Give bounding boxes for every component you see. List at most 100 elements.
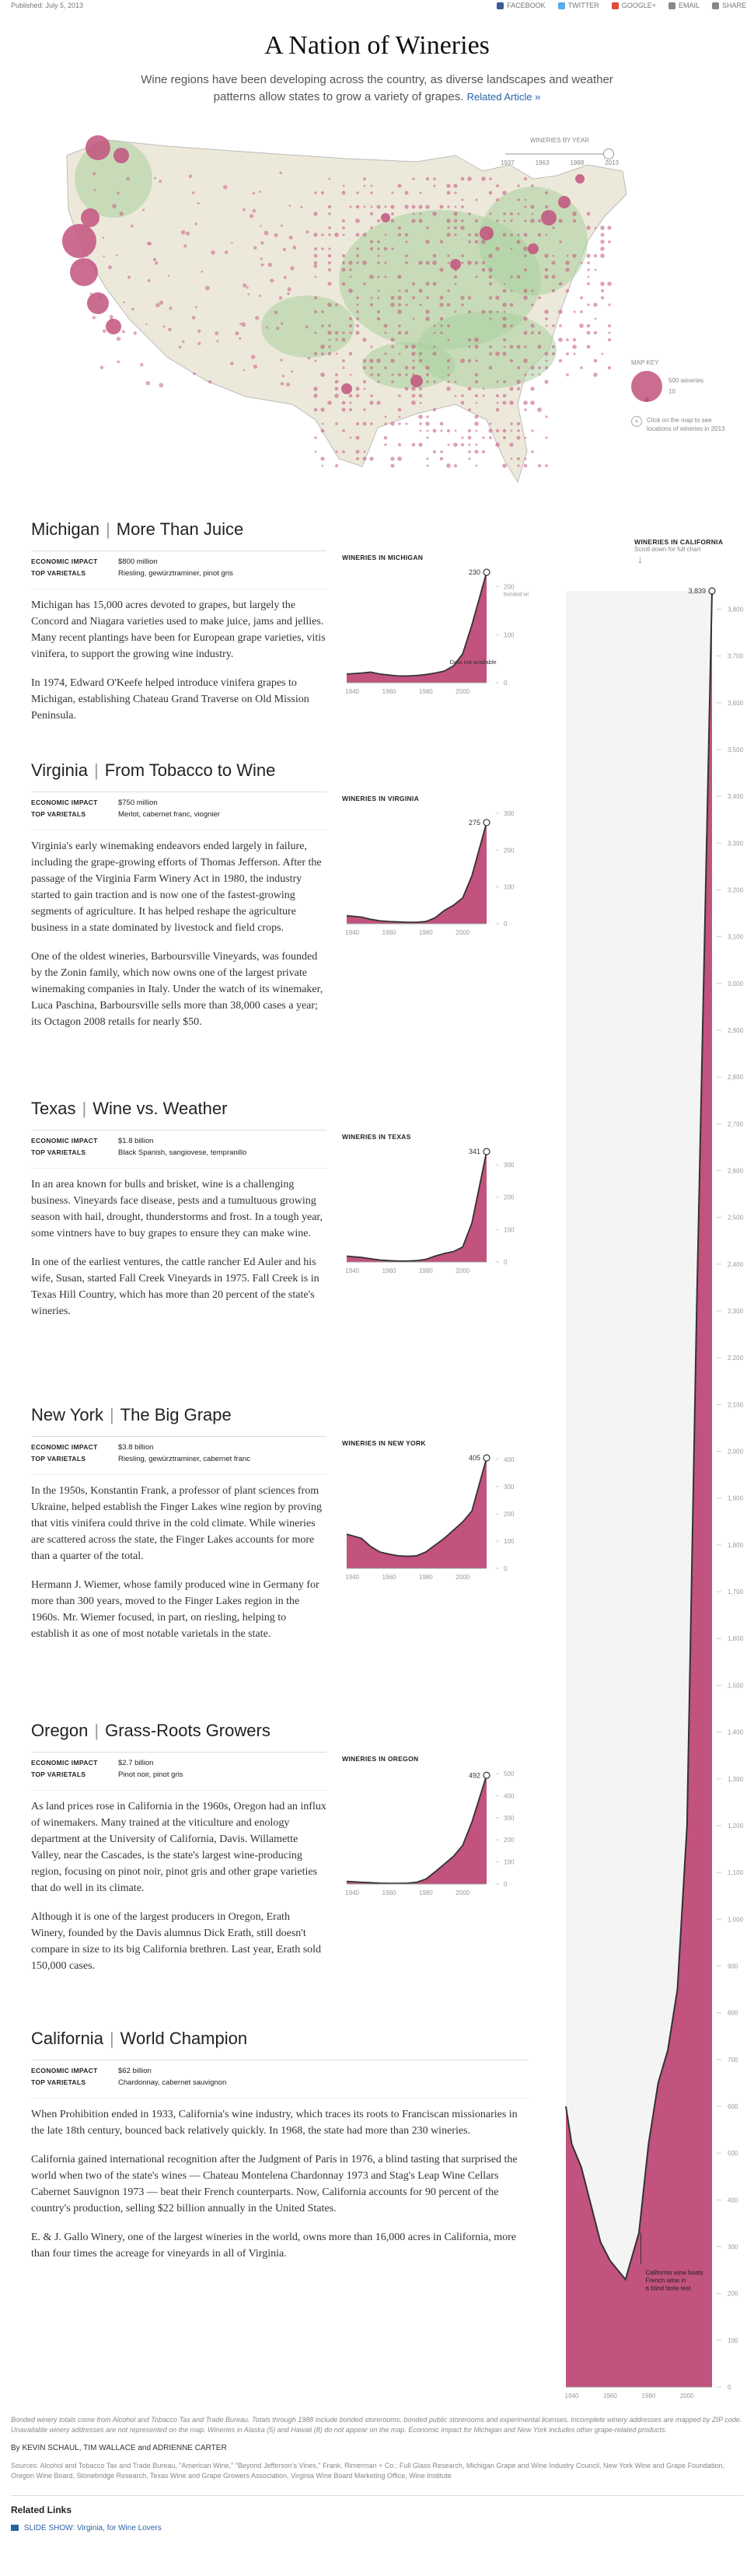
winery-map[interactable]	[51, 124, 642, 505]
large-circle-icon	[631, 371, 662, 402]
winery-dot	[201, 271, 203, 273]
winery-dot	[369, 274, 374, 279]
y-tick-label: 3,300	[728, 840, 744, 847]
winery-dot	[565, 288, 570, 293]
winery-dot	[488, 309, 493, 314]
winery-dot	[447, 261, 450, 264]
section-body: In the 1950s, Konstantin Frank, a profes…	[31, 1474, 326, 1642]
data-note: Data not available	[450, 659, 497, 666]
winery-dot	[439, 456, 444, 461]
winery-dot	[327, 204, 332, 209]
winery-dot	[123, 301, 125, 304]
winery-dot	[398, 415, 401, 418]
winery-cluster	[113, 148, 129, 163]
click-note: Click on the map to see locations of win…	[647, 417, 725, 432]
winery-dot	[418, 414, 423, 419]
winery-dot	[349, 408, 352, 411]
winery-dot	[454, 394, 457, 397]
winery-dot	[355, 232, 360, 237]
winery-dot	[447, 289, 450, 292]
winery-dot	[341, 281, 346, 286]
y-tick-label: 1,900	[728, 1495, 744, 1502]
winery-dot	[313, 253, 318, 258]
winery-dot	[341, 337, 346, 342]
winery-dot	[580, 310, 583, 313]
y-tick-label: 2,100	[728, 1401, 744, 1408]
winery-dot	[335, 373, 338, 376]
winery-dot	[355, 386, 360, 391]
winery-dot	[390, 421, 395, 426]
winery-dot	[259, 294, 262, 297]
winery-dot	[544, 274, 549, 279]
year-slider[interactable]	[505, 149, 630, 159]
winery-dot	[545, 415, 548, 418]
endpoint-marker	[708, 587, 716, 595]
winery-dot	[453, 225, 458, 230]
winery-dot	[524, 205, 527, 208]
winery-dot	[314, 310, 317, 313]
publish-date: Published: July 5, 2013	[11, 2, 84, 9]
winery-dot	[253, 246, 257, 250]
divider: |	[94, 1721, 99, 1740]
winery-dot	[216, 340, 219, 343]
winery-dot	[363, 282, 366, 285]
share-googleplus[interactable]: GOOGLE+	[611, 2, 656, 9]
winery-dot	[586, 211, 591, 216]
y-tick-label: 0	[504, 921, 508, 928]
share-email[interactable]: EMAIL	[668, 2, 700, 9]
winery-dot	[307, 356, 311, 360]
winery-dot	[447, 205, 450, 208]
winery-dot	[425, 421, 430, 426]
chart-title: WINERIES IN TEXAS	[342, 1133, 411, 1141]
winery-dot	[391, 380, 394, 383]
winery-dot	[523, 400, 528, 405]
share-share[interactable]: SHARE	[711, 2, 746, 9]
winery-dot	[377, 240, 380, 243]
winery-dot	[376, 204, 381, 209]
winery-dot	[481, 267, 486, 272]
y-tick-label: 100	[504, 1226, 515, 1233]
winery-dot	[440, 324, 443, 327]
winery-dot	[502, 316, 507, 321]
winery-dot	[355, 218, 360, 223]
us-map[interactable]	[51, 124, 642, 505]
winery-dot	[446, 386, 451, 391]
winery-dot	[551, 344, 556, 349]
winery-dot	[475, 464, 478, 467]
winery-dot	[241, 322, 246, 327]
winery-dot	[397, 225, 402, 230]
year-slider-panel: WINERIES BY YEAR 1937 1963 1988 2013	[501, 137, 630, 166]
share-facebook[interactable]: FACEBOOK	[497, 2, 546, 9]
winery-dot	[327, 253, 332, 258]
endpoint-marker	[483, 568, 490, 576]
dek: Wine regions have been developing across…	[141, 73, 613, 103]
winery-dot	[411, 281, 416, 286]
winery-dot	[516, 421, 521, 426]
share-twitter[interactable]: TWITTER	[557, 2, 599, 9]
paragraph: In an area known for bulls and brisket, …	[31, 1179, 323, 1239]
slider-handle[interactable]	[603, 149, 614, 159]
winery-dot	[342, 366, 345, 369]
related-article-link[interactable]: Related Article »	[466, 91, 541, 103]
winery-dot	[446, 190, 451, 195]
related-link-item[interactable]: SLIDE SHOW: Virginia, for Wine Lovers	[11, 2523, 743, 2533]
winery-dot	[523, 288, 528, 293]
winery-dot	[600, 232, 605, 237]
winery-dot	[537, 232, 542, 237]
series-line	[346, 822, 487, 924]
winery-dot	[468, 345, 471, 348]
winery-dot	[411, 393, 416, 398]
winery-dot	[376, 372, 381, 377]
winery-dot	[468, 212, 471, 215]
winery-dot	[608, 331, 611, 334]
section-california: California | World Champion ECONOMIC IMPAC…	[31, 2029, 529, 2274]
winery-dot	[390, 218, 395, 223]
winery-dot	[412, 212, 415, 215]
winery-dot	[467, 177, 472, 181]
winery-dot	[341, 253, 346, 258]
winery-dot	[587, 282, 590, 285]
winery-dot	[411, 365, 416, 370]
paragraph: In 1974, Edward O'Keefe helped introduce…	[31, 677, 309, 722]
winery-dot	[453, 211, 458, 216]
economic-impact: $750 million	[118, 799, 158, 807]
